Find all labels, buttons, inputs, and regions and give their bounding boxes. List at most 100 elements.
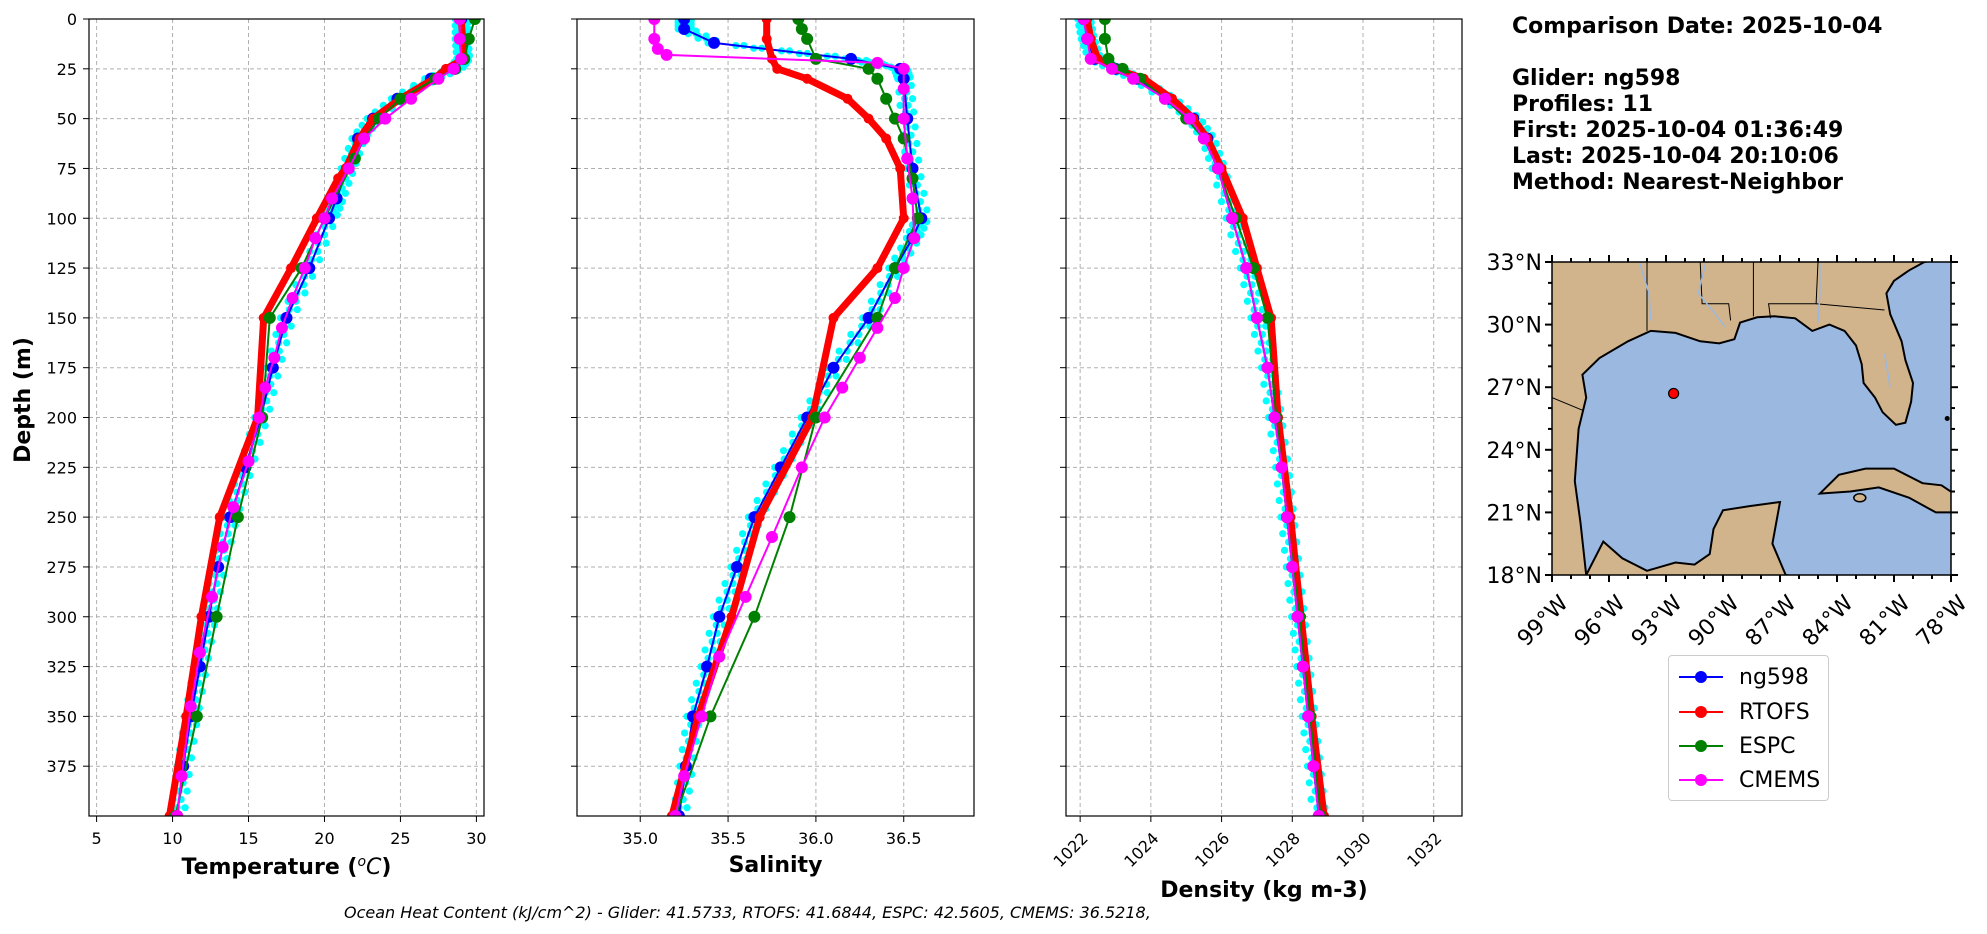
- glider-raw-point: [893, 272, 902, 280]
- y-tick-label: 375: [46, 757, 77, 776]
- series-point-cmems: [853, 351, 866, 364]
- map-lon-label: 81°W: [1855, 591, 1916, 652]
- x-tick-label: 1028: [1262, 829, 1304, 871]
- series-point-cmems: [447, 62, 460, 75]
- glider-raw-point: [913, 139, 921, 148]
- y-tick-label: 100: [46, 209, 77, 228]
- glider-raw-point: [738, 530, 747, 538]
- series-point-ng598: [678, 19, 691, 25]
- glider-raw-point: [181, 804, 189, 812]
- legend-label: CMEMS: [1739, 767, 1821, 793]
- y-tick-label: 25: [57, 60, 77, 79]
- series-point-ng598: [678, 22, 691, 35]
- series-point-espc: [911, 212, 924, 225]
- legend-item-ng598: ng598: [1679, 662, 1809, 692]
- glider-raw-point: [1260, 380, 1268, 388]
- first-time-text: First: 2025-10-04 01:36:49: [1512, 118, 1844, 143]
- series-point-cmems: [455, 52, 468, 65]
- glider-raw-point: [1269, 447, 1277, 455]
- glider-raw-point: [688, 696, 696, 704]
- series-point-rtofs: [754, 512, 765, 523]
- x-tick-label: 1030: [1332, 829, 1374, 871]
- river: [1638, 262, 1652, 321]
- series-point-espc: [862, 62, 875, 75]
- x-tick-label: 1026: [1191, 829, 1233, 871]
- series-point-cmems: [871, 321, 884, 334]
- series-point-cmems: [1081, 32, 1094, 45]
- series-point-cmems: [206, 590, 219, 603]
- series-point-cmems: [1197, 132, 1210, 145]
- series-point-cmems: [298, 262, 311, 275]
- series-point-cmems: [871, 56, 884, 69]
- series-point-cmems: [242, 455, 255, 468]
- series-point-rtofs: [881, 133, 892, 144]
- glider-raw-point: [1305, 779, 1313, 787]
- island-dot: [1952, 437, 1957, 442]
- glider-raw-point: [1273, 480, 1282, 488]
- y-tick-label: 250: [46, 508, 77, 527]
- series-point-cmems: [1127, 72, 1140, 85]
- x-tick-label: 35.0: [622, 829, 658, 848]
- series-cmems: [171, 19, 468, 816]
- glider-raw-point: [680, 729, 689, 737]
- glider-raw-point: [187, 754, 196, 762]
- map-lon-label: 90°W: [1684, 591, 1745, 652]
- series-point-espc: [801, 32, 814, 45]
- glider-raw-point: [1232, 247, 1240, 256]
- series-point-cmems: [648, 32, 661, 45]
- series-point-cmems: [795, 461, 808, 474]
- legend-item-cmems: CMEMS: [1679, 765, 1820, 795]
- glider-raw-point: [1302, 745, 1310, 754]
- glider-raw-point: [1295, 679, 1303, 687]
- glider-raw-point: [183, 787, 191, 795]
- series-point-espc: [704, 710, 717, 723]
- info-block: Comparison Date: 2025-10-04 Glider: ng59…: [1512, 14, 1882, 196]
- x-tick-label: 1024: [1120, 829, 1162, 871]
- series-point-cmems: [175, 770, 188, 783]
- series-point-rtofs: [842, 93, 853, 104]
- series-point-rtofs: [761, 19, 772, 24]
- glider-raw-point: [1280, 546, 1289, 554]
- comparison-date-text: Comparison Date: 2025-10-04: [1512, 14, 1883, 39]
- series-point-rtofs: [286, 263, 297, 274]
- series-point-ng598: [827, 361, 840, 374]
- series-point-espc: [888, 112, 901, 125]
- series-point-cmems: [405, 92, 418, 105]
- series-point-cmems: [651, 42, 664, 55]
- legend-item-rtofs: RTOFS: [1679, 697, 1810, 727]
- last-time-text: Last: 2025-10-04 20:10:06: [1512, 144, 1839, 169]
- legend-label: ESPC: [1739, 733, 1796, 759]
- glider-raw-point: [832, 372, 840, 380]
- glider-raw-point: [1227, 231, 1235, 239]
- series-point-cmems: [739, 590, 752, 603]
- y-tick-label: 350: [46, 707, 77, 726]
- series-point-cmems: [1291, 610, 1304, 623]
- y-tick-label: 75: [57, 159, 77, 178]
- x-axis-label-unit: C: [366, 855, 382, 880]
- series-point-cmems: [906, 192, 919, 205]
- series-point-espc: [394, 92, 407, 105]
- map-lon-label: 84°W: [1798, 591, 1859, 652]
- glider-raw-point: [876, 281, 884, 289]
- series-point-espc: [897, 132, 910, 145]
- glider-raw-point: [705, 629, 713, 637]
- glider-raw-point: [322, 239, 330, 247]
- x-tick-label: 15: [238, 829, 258, 848]
- y-tick-label: 200: [46, 409, 77, 428]
- series-point-cmems: [765, 531, 778, 544]
- river: [1817, 262, 1821, 323]
- map-lon-label: 78°W: [1912, 591, 1973, 652]
- glider-raw-point: [920, 189, 928, 197]
- series-point-cmems: [342, 162, 355, 175]
- glider-raw-point: [1289, 629, 1297, 637]
- island-dot: [1964, 447, 1969, 452]
- glider-raw-point: [692, 679, 700, 687]
- x-tick-label: 1032: [1403, 829, 1445, 871]
- profile-panel-1: 5 10 15 20 25 3002550751001251501752002252502…: [11, 10, 487, 880]
- glider-raw-point: [1076, 28, 1084, 36]
- legend-label: ng598: [1739, 664, 1809, 690]
- series-point-cmems: [713, 650, 726, 663]
- series-point-rtofs: [761, 33, 772, 44]
- glider-raw-point: [1300, 729, 1308, 737]
- glider-raw-point: [920, 224, 928, 232]
